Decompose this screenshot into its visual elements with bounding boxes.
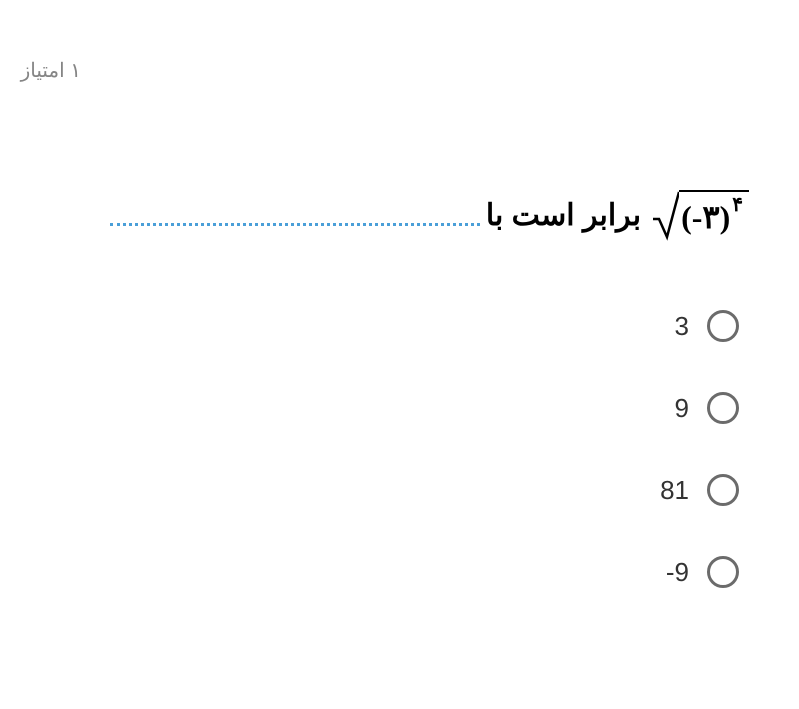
option-row[interactable]: 3 [660, 310, 739, 342]
question-text: برابر است با [486, 198, 641, 233]
radical-icon [651, 189, 679, 241]
option-row[interactable]: 81 [660, 474, 739, 506]
points-label: ۱ امتیاز [21, 58, 81, 83]
option-label: -9 [666, 557, 689, 588]
radio-icon[interactable] [707, 474, 739, 506]
option-row[interactable]: -9 [660, 556, 739, 588]
radicand-base: (-۳) [681, 198, 730, 236]
radio-icon[interactable] [707, 392, 739, 424]
math-expression: (-۳) ۴ [651, 189, 749, 241]
radio-icon[interactable] [707, 310, 739, 342]
option-label: 9 [675, 393, 689, 424]
option-row[interactable]: 9 [660, 392, 739, 424]
question-container: (-۳) ۴ برابر است با [110, 185, 749, 245]
options-list: 3 9 81 -9 [660, 310, 739, 588]
radicand-exponent: ۴ [732, 192, 743, 217]
radio-icon[interactable] [707, 556, 739, 588]
radicand: (-۳) ۴ [679, 190, 749, 238]
square-root: (-۳) ۴ [651, 189, 749, 241]
option-label: 81 [660, 475, 689, 506]
option-label: 3 [675, 311, 689, 342]
answer-blank-line [110, 223, 480, 226]
